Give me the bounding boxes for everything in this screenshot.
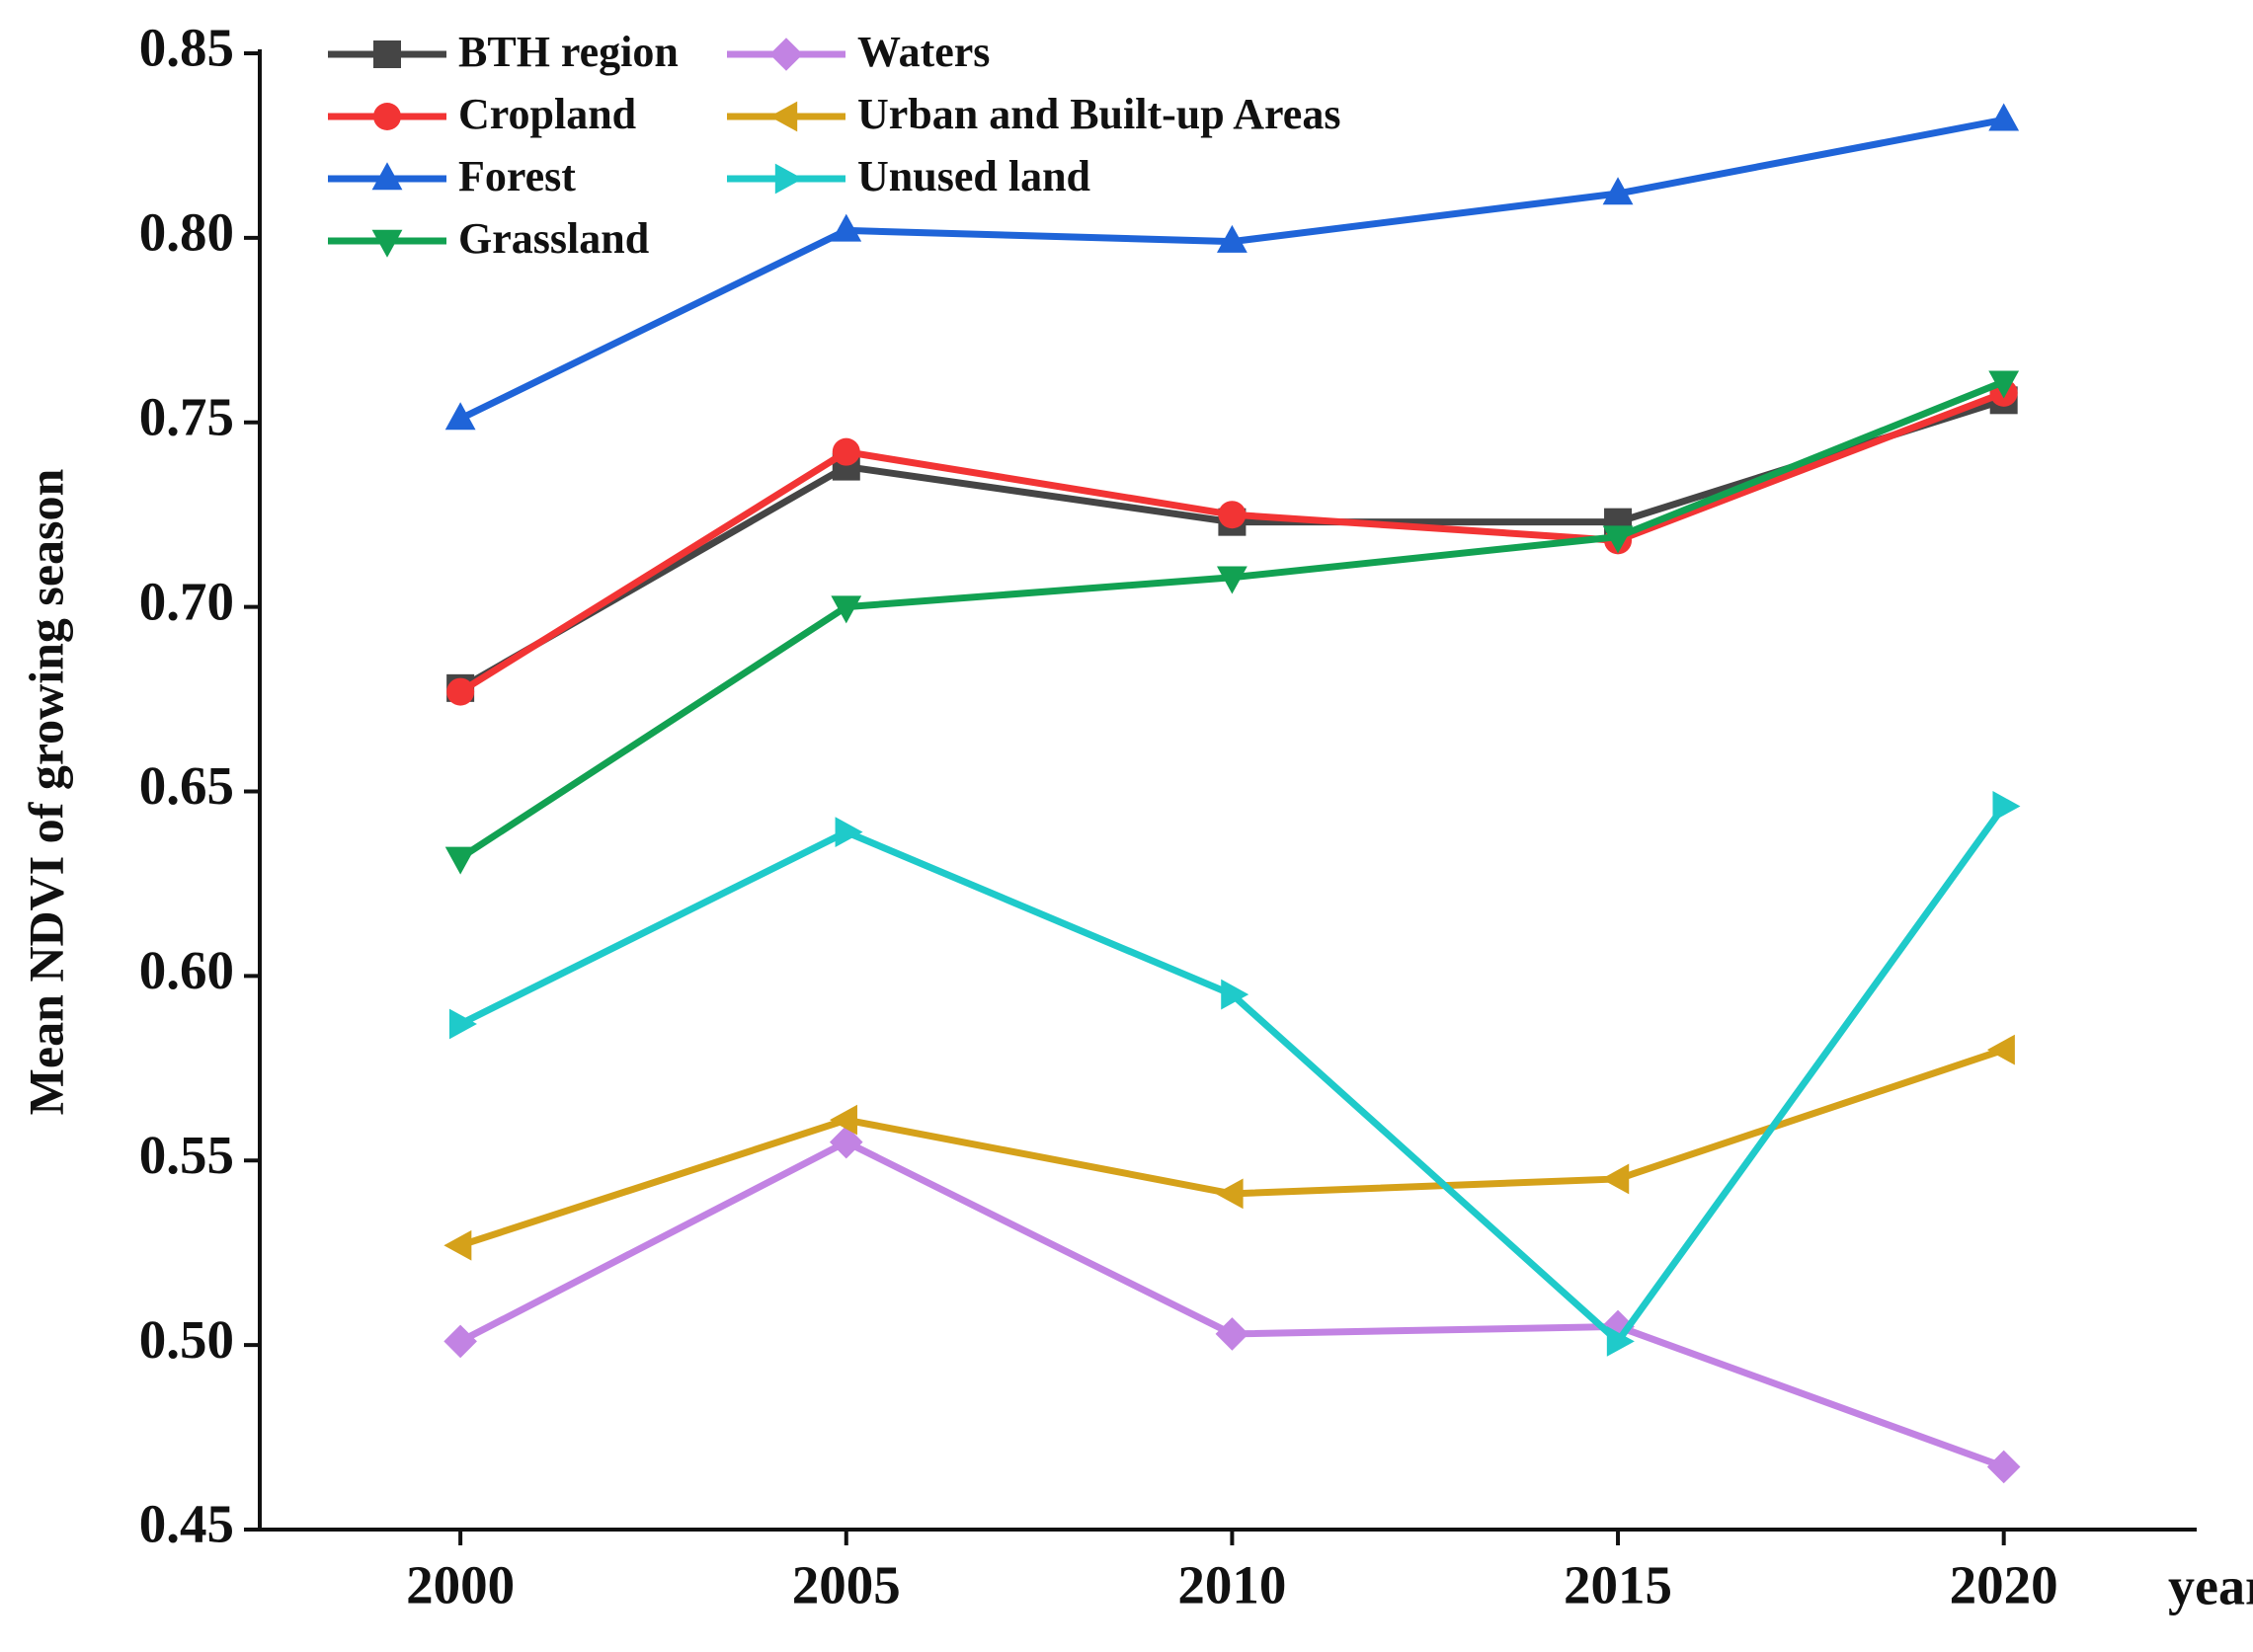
marker	[1215, 1178, 1244, 1210]
y-tick-label: 0.80	[139, 202, 234, 263]
marker	[1218, 501, 1247, 529]
marker	[1988, 370, 2020, 399]
marker	[1606, 1325, 1635, 1357]
y-tick-label: 0.75	[139, 386, 234, 446]
y-tick-label: 0.65	[139, 755, 234, 816]
legend-marker	[371, 162, 403, 191]
x-axis-label: year	[2168, 1556, 2253, 1615]
y-tick-label: 0.55	[139, 1125, 234, 1185]
marker	[444, 402, 476, 431]
x-tick-label: 2015	[1564, 1555, 1672, 1615]
legend-marker	[373, 103, 401, 130]
series-line	[458, 378, 2005, 861]
marker	[448, 1008, 477, 1040]
marker	[1221, 979, 1249, 1010]
legend-label: Unused land	[857, 152, 1090, 200]
marker	[1986, 1034, 2015, 1065]
marker	[1601, 1163, 1630, 1195]
legend-marker	[371, 229, 403, 258]
series-line	[458, 804, 2007, 1345]
legend-label: Cropland	[458, 90, 636, 138]
series-line	[458, 389, 2005, 695]
legend-label: Waters	[857, 28, 990, 76]
legend-marker	[373, 40, 401, 68]
marker	[829, 1104, 857, 1136]
marker	[1217, 566, 1247, 594]
legend-marker	[769, 38, 803, 71]
legend-label: Urban and Built-up Areas	[857, 90, 1340, 138]
legend-label: Forest	[458, 152, 576, 200]
marker	[832, 437, 860, 466]
legend-label: Grassland	[458, 214, 649, 263]
marker	[831, 595, 862, 624]
y-tick-label: 0.60	[139, 940, 234, 1000]
y-axis-label: Mean NDVI of growing season	[18, 468, 73, 1115]
y-tick-label: 0.70	[139, 571, 234, 631]
marker	[446, 677, 475, 706]
x-tick-label: 2010	[1177, 1555, 1286, 1615]
marker	[835, 817, 863, 848]
marker	[1986, 1450, 2021, 1484]
marker	[1988, 103, 2020, 131]
series-line	[458, 116, 2005, 423]
legend-marker	[769, 101, 798, 132]
marker	[1215, 1317, 1249, 1351]
x-tick-label: 2020	[1950, 1555, 2058, 1615]
marker	[1602, 177, 1634, 205]
marker	[444, 846, 476, 875]
marker	[1217, 224, 1247, 253]
series-line	[459, 1046, 2005, 1249]
legend-marker	[774, 163, 803, 195]
x-tick-label: 2000	[406, 1555, 515, 1615]
y-tick-label: 0.50	[139, 1309, 234, 1370]
y-tick-label: 0.45	[139, 1494, 234, 1554]
y-tick-label: 0.85	[139, 18, 234, 78]
marker	[1602, 525, 1634, 554]
legend-label: BTH region	[458, 28, 679, 76]
marker	[443, 1229, 472, 1261]
x-tick-label: 2005	[792, 1555, 901, 1615]
marker	[1992, 791, 2021, 822]
marker	[443, 1324, 477, 1359]
marker	[829, 1125, 863, 1159]
marker	[831, 213, 862, 242]
